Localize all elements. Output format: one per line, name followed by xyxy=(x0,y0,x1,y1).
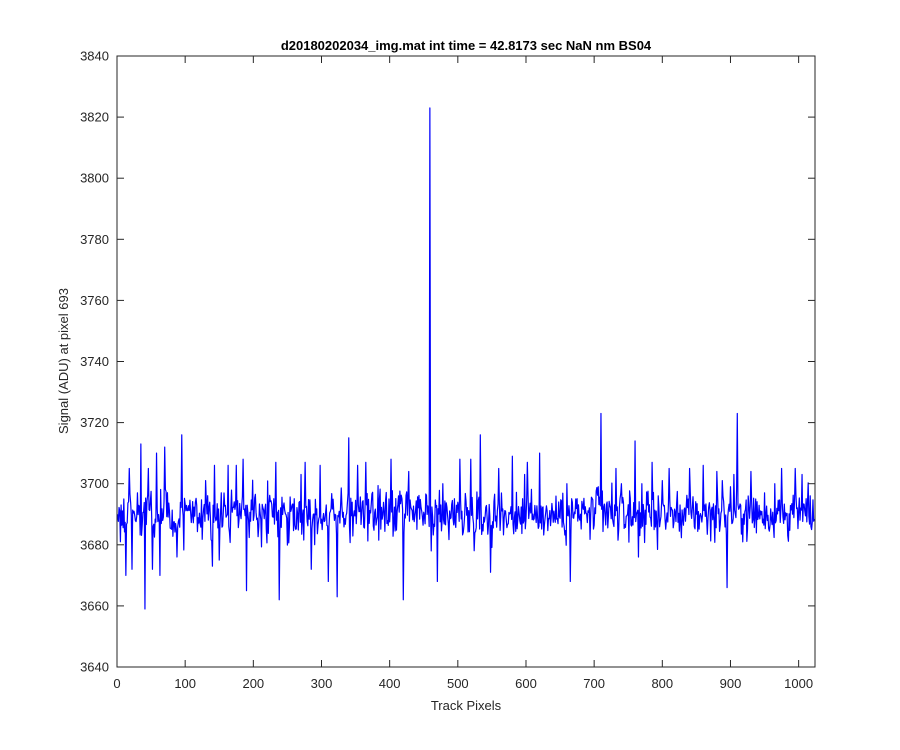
y-tick-label: 3820 xyxy=(80,110,109,125)
y-tick-label: 3700 xyxy=(80,476,109,491)
x-tick-label: 0 xyxy=(113,676,120,691)
y-tick-label: 3720 xyxy=(80,415,109,430)
x-tick-label: 100 xyxy=(174,676,196,691)
y-tick-label: 3840 xyxy=(80,49,109,64)
x-tick-label: 500 xyxy=(447,676,469,691)
x-tick-label: 300 xyxy=(311,676,333,691)
x-tick-label: 400 xyxy=(379,676,401,691)
series-layer xyxy=(116,107,815,610)
y-axis-label: Signal (ADU) at pixel 693 xyxy=(56,288,71,434)
y-tick-label: 3800 xyxy=(80,171,109,186)
y-tick-label: 3660 xyxy=(80,598,109,613)
plot-area xyxy=(117,56,815,667)
y-axis-ticks: 3640 3660 3680 3700 3720 3740 3760 3780 3800 3820… xyxy=(80,49,815,675)
y-tick-label: 3740 xyxy=(80,354,109,369)
x-tick-label: 200 xyxy=(242,676,264,691)
x-tick-label: 800 xyxy=(651,676,673,691)
y-tick-label: 3760 xyxy=(80,293,109,308)
y-tick-label: 3680 xyxy=(80,537,109,552)
y-tick-label: 3640 xyxy=(80,660,109,675)
x-axis-label: Track Pixels xyxy=(431,698,502,713)
x-tick-label: 700 xyxy=(583,676,605,691)
y-tick-label: 3780 xyxy=(80,232,109,247)
x-axis-ticks: 0 100 200 300 400 500 600 700 800 900 1000 xyxy=(113,56,813,691)
series-line xyxy=(116,107,815,610)
x-tick-label: 600 xyxy=(515,676,537,691)
chart-title: d20180202034_img.mat int time = 42.8173 … xyxy=(281,38,652,53)
x-tick-label: 900 xyxy=(720,676,742,691)
x-tick-label: 1000 xyxy=(784,676,813,691)
